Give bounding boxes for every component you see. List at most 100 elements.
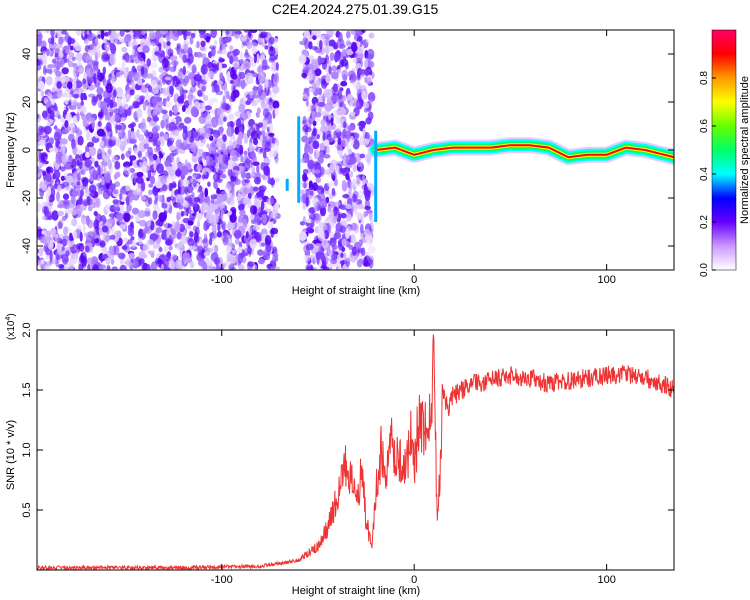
noise-blob: [333, 232, 342, 240]
noise-blob: [67, 81, 73, 90]
noise-blob: [261, 174, 265, 180]
noise-blob: [362, 140, 369, 147]
noise-blob: [352, 184, 357, 191]
y-tick-label: 2.0: [21, 322, 33, 337]
noise-blob: [267, 222, 273, 230]
noise-blob: [100, 255, 104, 264]
noise-blob: [171, 183, 177, 188]
noise-blob: [352, 139, 360, 150]
noise-blob: [204, 123, 213, 134]
noise-blob: [308, 41, 313, 50]
noise-blob: [151, 126, 159, 134]
noise-blob: [206, 197, 211, 206]
noise-blob: [53, 47, 61, 54]
noise-blob: [253, 53, 257, 64]
noise-blob: [175, 259, 183, 269]
noise-blob: [127, 227, 135, 237]
noise-blob: [306, 265, 311, 270]
noise-blob: [326, 146, 330, 154]
noise-blob: [57, 263, 65, 269]
noise-blob: [46, 48, 50, 57]
noise-blob: [331, 65, 338, 72]
noise-blob: [230, 149, 238, 157]
noise-blob: [156, 159, 161, 165]
noise-blob: [194, 226, 200, 237]
noise-blob: [57, 114, 61, 120]
noise-blob: [141, 66, 145, 76]
noise-blob: [161, 109, 168, 115]
noise-blob: [60, 138, 68, 145]
noise-blob: [211, 46, 216, 57]
noise-blob: [137, 259, 145, 267]
noise-blob: [176, 195, 183, 200]
noise-blob: [267, 169, 271, 180]
noise-blob: [102, 161, 106, 168]
noise-blob: [305, 196, 309, 207]
noise-blob: [349, 170, 354, 178]
noise-blob: [320, 125, 327, 134]
noise-blob: [196, 164, 203, 171]
noise-blob: [363, 229, 371, 236]
noise-blob: [333, 108, 341, 120]
noise-blob: [260, 31, 268, 39]
noise-blob: [140, 181, 146, 192]
noise-blob: [238, 203, 245, 212]
noise-blob: [109, 234, 116, 240]
noise-blob: [188, 95, 192, 106]
noise-blob: [345, 203, 352, 209]
noise-blob: [55, 237, 62, 242]
noise-blob: [174, 148, 179, 156]
noise-blob: [239, 59, 244, 65]
noise-blob: [149, 120, 155, 128]
noise-blob: [359, 153, 366, 159]
noise-blob: [339, 225, 347, 233]
noise-blob: [112, 199, 119, 205]
noise-blob: [262, 213, 267, 224]
noise-blob: [303, 254, 311, 262]
noise-blob: [113, 108, 121, 114]
noise-blob: [216, 49, 223, 55]
noise-blob: [243, 30, 250, 33]
noise-blob: [157, 194, 161, 202]
noise-blob: [304, 145, 308, 155]
noise-blob: [247, 75, 254, 85]
noise-blob: [182, 81, 188, 87]
noise-blob: [241, 35, 247, 42]
noise-blob: [130, 236, 135, 241]
noise-blob: [171, 129, 176, 136]
noise-blob: [269, 265, 276, 270]
noise-blob: [252, 224, 260, 231]
noise-blob: [211, 234, 218, 239]
noise-blob: [142, 242, 151, 254]
noise-blob: [130, 221, 134, 229]
noise-blob: [189, 37, 194, 45]
noise-blob: [64, 49, 72, 55]
noise-blob: [314, 201, 318, 213]
noise-blob: [37, 113, 42, 123]
noise-blob: [127, 129, 132, 140]
noise-blob: [51, 98, 55, 106]
snr-multiplier: (x104): [5, 313, 17, 340]
noise-blob: [102, 189, 111, 200]
colorbar-tick-label: 0.4: [699, 167, 710, 181]
noise-blob: [226, 251, 232, 263]
noise-blob: [207, 261, 212, 267]
noise-blob: [107, 217, 114, 224]
noise-blob: [54, 57, 61, 63]
noise-blob: [102, 38, 108, 44]
noise-blob: [80, 104, 87, 115]
noise-blob: [364, 66, 373, 78]
y-tick-label: 20: [21, 96, 33, 108]
noise-blob: [76, 112, 80, 122]
noise-blob: [328, 65, 332, 75]
noise-blob: [71, 158, 77, 170]
noise-blob: [79, 231, 83, 242]
noise-blob: [173, 30, 181, 38]
noise-blob: [171, 228, 176, 236]
noise-blob: [62, 199, 70, 205]
noise-blob: [361, 90, 366, 100]
noise-blob: [358, 190, 364, 200]
noise-blob: [155, 257, 162, 265]
noise-blob: [117, 252, 126, 260]
noise-blob: [169, 110, 173, 117]
